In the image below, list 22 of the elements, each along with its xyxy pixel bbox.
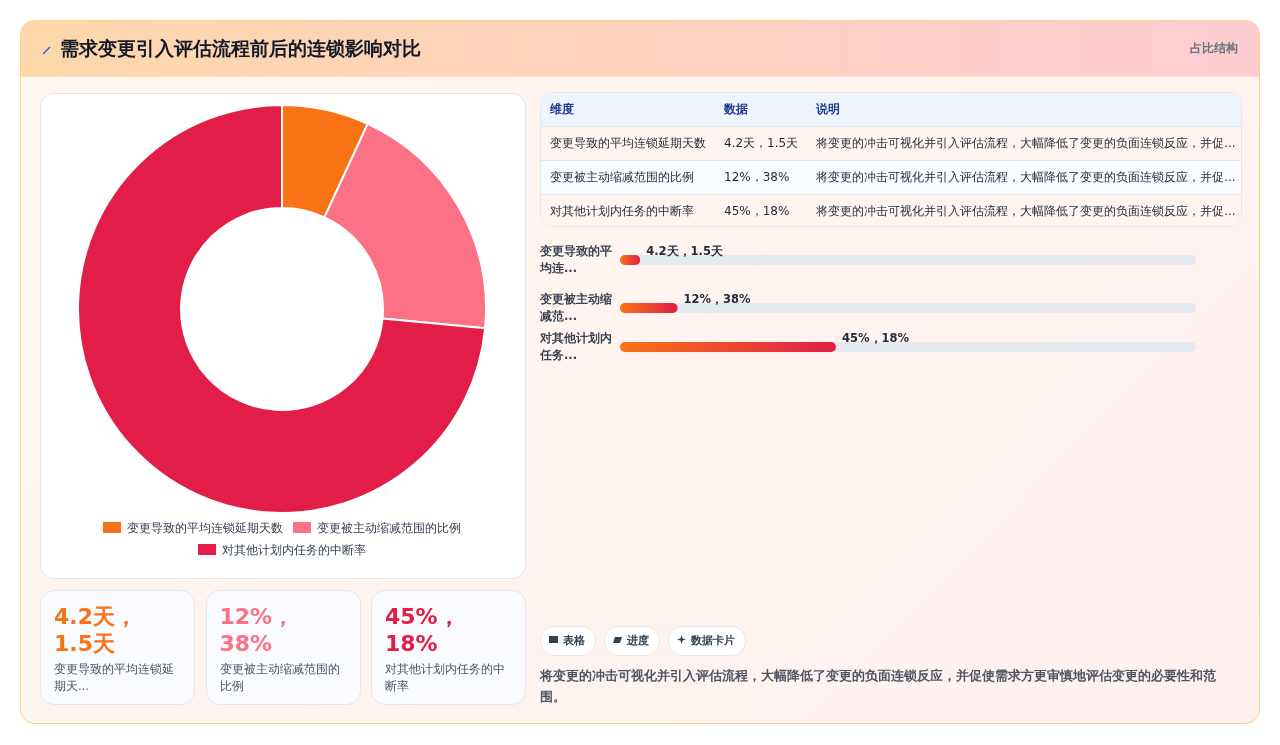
table-row: 变更导致的平均连锁延期天数 4.2天，1.5天 将变更的冲击可视化并引入评估流程，大幅降低了变更的负面连锁反应，并促... [541,126,1241,161]
y-tick-label: 对其他计划内任务... [540,330,613,364]
y-tick-label: 变更导致的平均连... [540,243,613,277]
text: 将变更的冲击可视化并引入评估流程，大幅降低了变更的负面连锁反应，并促使需求方更审慎地评估变更的必要性和范围。 [540,667,1217,706]
table-row: 对其他计划内任务的中断率 45%，18% 将变更的冲击可视化并引入评估流程，大幅降低了变更的负面连锁反应，并促... [541,194,1241,226]
legend-label: 对其他计划内任务的中断率 [222,543,366,557]
chip: 数据卡片 [668,626,746,656]
chip: 进度 [604,626,660,656]
stat-card: 4.2天，1.5天 变更导致的平均连锁延期天... [40,590,195,705]
donut-slice [77,104,487,514]
text: 需求变更引入评估流程前后的连锁影响对比 [60,37,421,59]
chip: 表格 [540,626,596,656]
data-label: 45%，18% [842,331,910,345]
stat-card: 12%，38% 变更被主动缩减范围的比例 [205,590,361,705]
stat-card: 45%，18% 对其他计划内任务的中断率 [371,590,526,705]
legend-label: 变更被主动缩减范围的比例 [317,521,461,535]
y-tick-label: 变更被主动缩减范... [540,291,613,325]
data-label: 4.2天，1.5天 [646,244,723,258]
table-row: 变更被主动缩减范围的比例 12%，38% 将变更的冲击可视化并引入评估流程，大幅降低了变更的负面连锁反应，并促... [541,160,1241,195]
data-label: 12%，38% [683,292,751,306]
text: 占比结构 [1190,40,1238,57]
legend-label: 变更导致的平均连锁延期天数 [127,521,283,535]
